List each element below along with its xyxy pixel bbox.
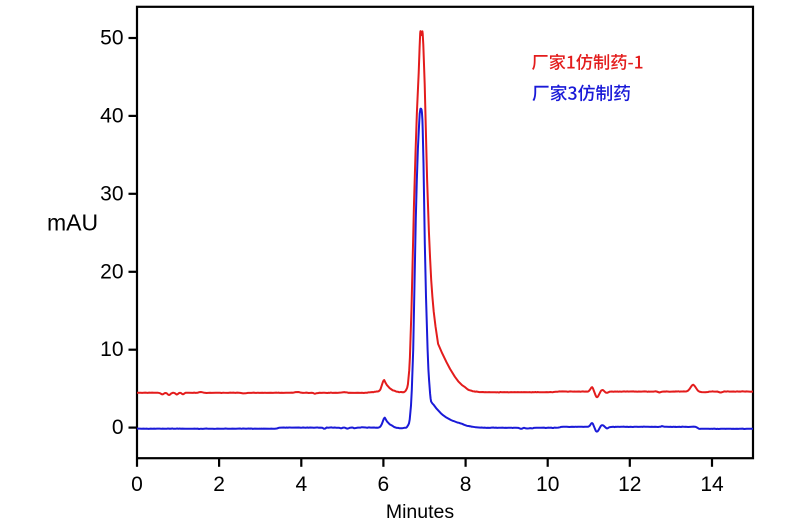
svg-text:10: 10 xyxy=(100,338,123,361)
svg-text:50: 50 xyxy=(100,27,123,50)
svg-text:30: 30 xyxy=(100,182,123,205)
svg-text:8: 8 xyxy=(460,473,472,496)
svg-text:20: 20 xyxy=(100,260,123,283)
svg-text:0: 0 xyxy=(131,473,143,496)
svg-text:4: 4 xyxy=(295,473,307,496)
svg-text:12: 12 xyxy=(618,473,641,496)
svg-text:10: 10 xyxy=(536,473,559,496)
svg-text:14: 14 xyxy=(700,473,724,496)
svg-text:0: 0 xyxy=(112,416,124,439)
svg-text:2: 2 xyxy=(213,473,225,496)
svg-text:40: 40 xyxy=(100,104,123,127)
svg-text:mAU: mAU xyxy=(47,209,98,235)
svg-text:Minutes: Minutes xyxy=(386,501,455,523)
svg-text:6: 6 xyxy=(378,473,390,496)
